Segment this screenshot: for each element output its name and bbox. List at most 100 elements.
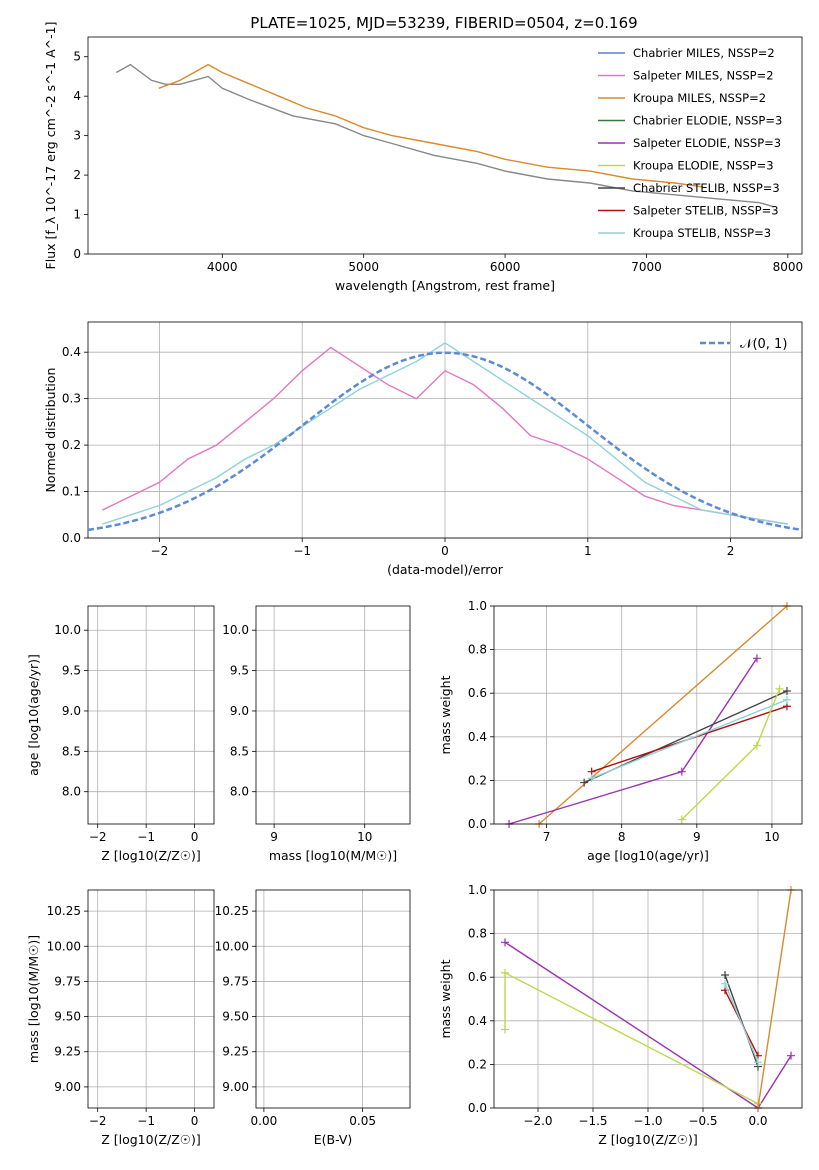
y-tick-label: 0.6 <box>468 970 487 984</box>
y-tick-label: 2 <box>73 168 81 182</box>
data-point <box>775 684 784 693</box>
data-point <box>754 1058 762 1067</box>
x-axis-label: Z [log10(Z/Z☉)] <box>101 848 201 863</box>
data-point <box>677 815 686 824</box>
y-tick-label: 9.25 <box>54 1045 81 1059</box>
y-tick-label: 10.25 <box>215 904 249 918</box>
x-tick-label: −1.5 <box>578 1114 607 1128</box>
x-tick-label: 9 <box>693 830 701 844</box>
legend-label: Salpeter STELIB, NSSP=3 <box>633 204 779 218</box>
x-tick-label: −2 <box>151 544 169 558</box>
y-tick-label: 9.50 <box>54 1010 81 1024</box>
y-tick-label: 0.4 <box>468 1014 487 1028</box>
x-tick-label: 10 <box>357 830 372 844</box>
x-tick-label: 8000 <box>773 260 804 274</box>
series-line <box>158 63 704 188</box>
panel-3: −2 −1 0 8.0 8.5 9.0 9.5 10.0 Z [log10(Z/Z☉)] age … <box>26 605 215 863</box>
y-tick-label: 9.50 <box>222 1010 249 1024</box>
y-tick-label: 1 <box>73 208 81 222</box>
axes-frame <box>255 605 411 825</box>
x-tick-label: 0.0 <box>748 1114 767 1128</box>
x-tick-label: −2.0 <box>523 1114 552 1128</box>
x-tick-label: −1 <box>293 544 311 558</box>
y-tick-label: 1.0 <box>468 599 487 613</box>
series-line <box>115 63 774 208</box>
data-point <box>580 778 589 787</box>
y-axis-label: Flux [f_λ 10^-17 erg cm^-2 s^-1 A^-1] <box>43 22 58 270</box>
panel-6: −2 −1 0 9.00 9.25 9.50 9.75 10.00 10.25 Z [log10(… <box>26 889 215 1147</box>
y-tick-label: 8.0 <box>62 785 81 799</box>
x-tick-label: 2 <box>727 544 735 558</box>
y-tick-label: 8.0 <box>230 785 249 799</box>
x-tick-label: 5000 <box>348 260 379 274</box>
x-tick-label: 0.05 <box>349 1114 376 1128</box>
x-axis-label: E(B-V) <box>314 1132 353 1147</box>
panel-2: −2 −1 0 1 2 0.0 0.1 0.2 0.3 0.4 (data-model)/error… <box>43 321 803 577</box>
axes-frame <box>255 889 411 1109</box>
series-line <box>757 889 792 1109</box>
data-point <box>721 979 729 988</box>
legend-label: Kroupa MILES, NSSP=2 <box>633 91 766 105</box>
x-axis-label: mass [log10(M/M☉)] <box>269 848 397 863</box>
data-point <box>752 654 761 663</box>
data-point <box>501 1025 509 1034</box>
x-tick-label: 0 <box>441 544 449 558</box>
series-line <box>538 605 788 825</box>
y-tick-label: 0.0 <box>62 531 81 545</box>
x-tick-label: −2 <box>89 830 107 844</box>
y-tick-label: 8.5 <box>62 744 81 758</box>
x-tick-label: 7 <box>543 830 551 844</box>
y-tick-label: 10.00 <box>215 939 249 953</box>
y-tick-label: 1.0 <box>468 883 487 897</box>
y-tick-label: 0.6 <box>468 686 487 700</box>
y-tick-label: 9.0 <box>230 704 249 718</box>
y-tick-label: 5 <box>73 50 81 64</box>
data-point <box>787 1051 795 1060</box>
y-tick-label: 0.1 <box>62 485 81 499</box>
y-tick-label: 9.75 <box>222 974 249 988</box>
axes-frame <box>87 605 215 825</box>
y-tick-label: 8.5 <box>230 744 249 758</box>
y-tick-label: 9.0 <box>62 704 81 718</box>
y-tick-label: 0.0 <box>468 1101 487 1115</box>
y-tick-label: 0.4 <box>468 730 487 744</box>
axes-frame <box>493 889 803 1109</box>
panel-8: −2.0 −1.5 −1.0 −0.5 0.0 0.0 0.2 0.4 0.6 0.8 1.0 Z [… <box>438 883 803 1147</box>
y-tick-label: 0.8 <box>468 643 487 657</box>
legend-label: Chabrier ELODIE, NSSP=3 <box>633 114 782 128</box>
data-point <box>782 687 791 696</box>
x-tick-label: 0 <box>191 1114 199 1128</box>
y-axis-label: mass weight <box>438 675 453 754</box>
y-tick-label: 0 <box>73 247 81 261</box>
data-point <box>677 767 686 776</box>
y-tick-label: 0.2 <box>468 1057 487 1071</box>
data-point <box>587 774 596 783</box>
data-point <box>721 971 729 980</box>
y-tick-label: 0.3 <box>62 392 81 406</box>
y-tick-label: 0.2 <box>468 773 487 787</box>
panel-5: 7 8 9 10 0.0 0.2 0.4 0.6 0.8 1.0 age [log10(age/yr… <box>438 599 803 863</box>
series-line <box>504 971 759 1105</box>
y-tick-label: 9.5 <box>62 664 81 678</box>
data-point <box>752 741 761 750</box>
x-tick-label: 4000 <box>207 260 238 274</box>
x-axis-label: Z [log10(Z/Z☉)] <box>598 1132 698 1147</box>
y-tick-label: 10.25 <box>47 904 81 918</box>
y-tick-label: 10.0 <box>222 623 249 637</box>
y-axis-label: mass weight <box>438 959 453 1038</box>
series-line <box>724 983 759 1063</box>
panel-1: 4000 5000 6000 7000 8000 0 1 2 3 4 5 wavelength [An… <box>43 22 803 293</box>
y-tick-label: 9.00 <box>222 1080 249 1094</box>
x-tick-label: −0.5 <box>688 1114 717 1128</box>
data-point <box>501 968 509 977</box>
x-axis-label: age [log10(age/yr)] <box>587 848 709 863</box>
series-line <box>101 346 788 525</box>
normal-curve <box>87 351 803 532</box>
y-tick-label: 0.4 <box>62 345 81 359</box>
legend-label: Salpeter ELODIE, NSSP=3 <box>633 136 781 150</box>
x-tick-label: −1 <box>137 1114 155 1128</box>
legend: Chabrier MILES, NSSP=2 Salpeter MILES, NS… <box>598 46 782 240</box>
series-line <box>591 699 788 779</box>
legend-label: Kroupa STELIB, NSSP=3 <box>633 226 771 240</box>
x-tick-label: 0.00 <box>251 1114 278 1128</box>
